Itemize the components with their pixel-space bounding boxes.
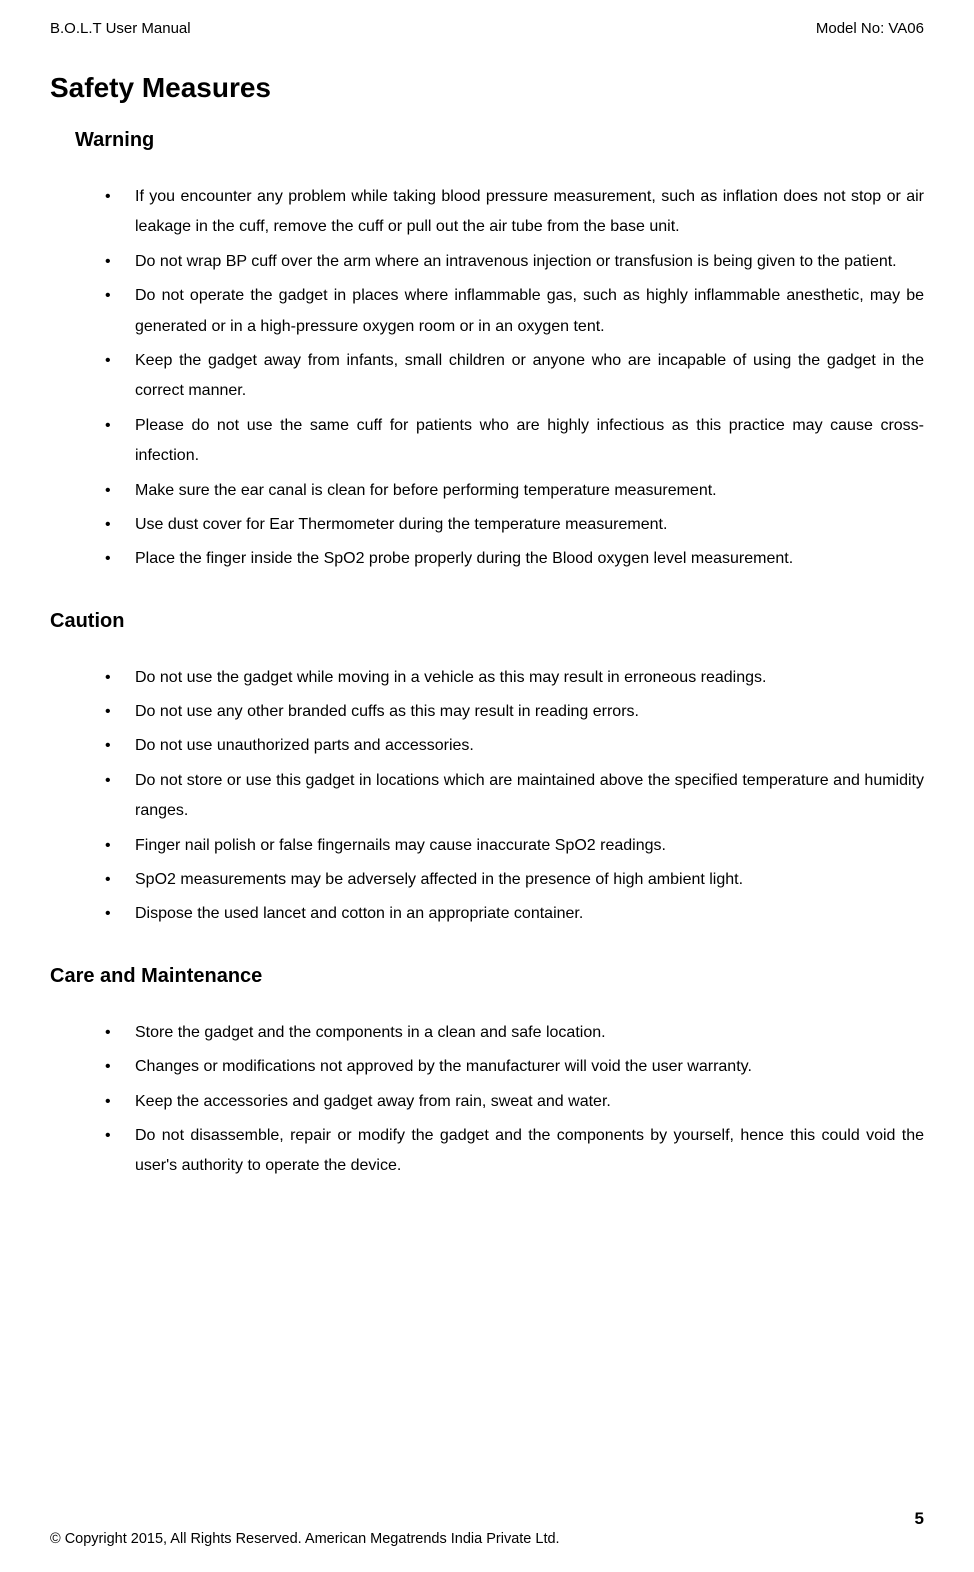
list-item: Dispose the used lancet and cotton in an… [105, 899, 924, 929]
list-item: Keep the accessories and gadget away fro… [105, 1087, 924, 1117]
list-item: Use dust cover for Ear Thermometer durin… [105, 510, 924, 540]
bullet-list: Store the gadget and the components in a… [105, 1018, 924, 1182]
page-header: B.O.L.T User Manual Model No: VA06 [50, 20, 924, 37]
header-right: Model No: VA06 [816, 20, 924, 37]
bullet-list: If you encounter any problem while takin… [105, 182, 924, 575]
list-item: If you encounter any problem while takin… [105, 182, 924, 243]
list-item: Finger nail polish or false fingernails … [105, 831, 924, 861]
list-item: Do not disassemble, repair or modify the… [105, 1121, 924, 1182]
list-item: Store the gadget and the components in a… [105, 1018, 924, 1048]
bullet-list: Do not use the gadget while moving in a … [105, 663, 924, 930]
page-footer: 5 © Copyright 2015, All Rights Reserved.… [50, 1509, 924, 1547]
header-left: B.O.L.T User Manual [50, 20, 191, 37]
list-item: Do not store or use this gadget in locat… [105, 766, 924, 827]
list-item: Please do not use the same cuff for pati… [105, 411, 924, 472]
section-heading: Caution [50, 610, 924, 633]
list-item: Do not use any other branded cuffs as th… [105, 697, 924, 727]
list-item: Do not use the gadget while moving in a … [105, 663, 924, 693]
list-item: Keep the gadget away from infants, small… [105, 346, 924, 407]
list-item: Changes or modifications not approved by… [105, 1052, 924, 1082]
page-title: Safety Measures [50, 72, 924, 104]
content-sections: Warning If you encounter any problem whil… [50, 129, 924, 1182]
list-item: SpO2 measurements may be adversely affec… [105, 865, 924, 895]
list-item: Place the finger inside the SpO2 probe p… [105, 544, 924, 574]
list-item: Do not operate the gadget in places wher… [105, 281, 924, 342]
list-item: Do not wrap BP cuff over the arm where a… [105, 247, 924, 277]
copyright-text: © Copyright 2015, All Rights Reserved. A… [50, 1531, 924, 1547]
list-item: Make sure the ear canal is clean for bef… [105, 476, 924, 506]
list-item: Do not use unauthorized parts and access… [105, 731, 924, 761]
page-number: 5 [50, 1509, 924, 1529]
section-heading: Warning [75, 129, 924, 152]
section-heading: Care and Maintenance [50, 965, 924, 988]
